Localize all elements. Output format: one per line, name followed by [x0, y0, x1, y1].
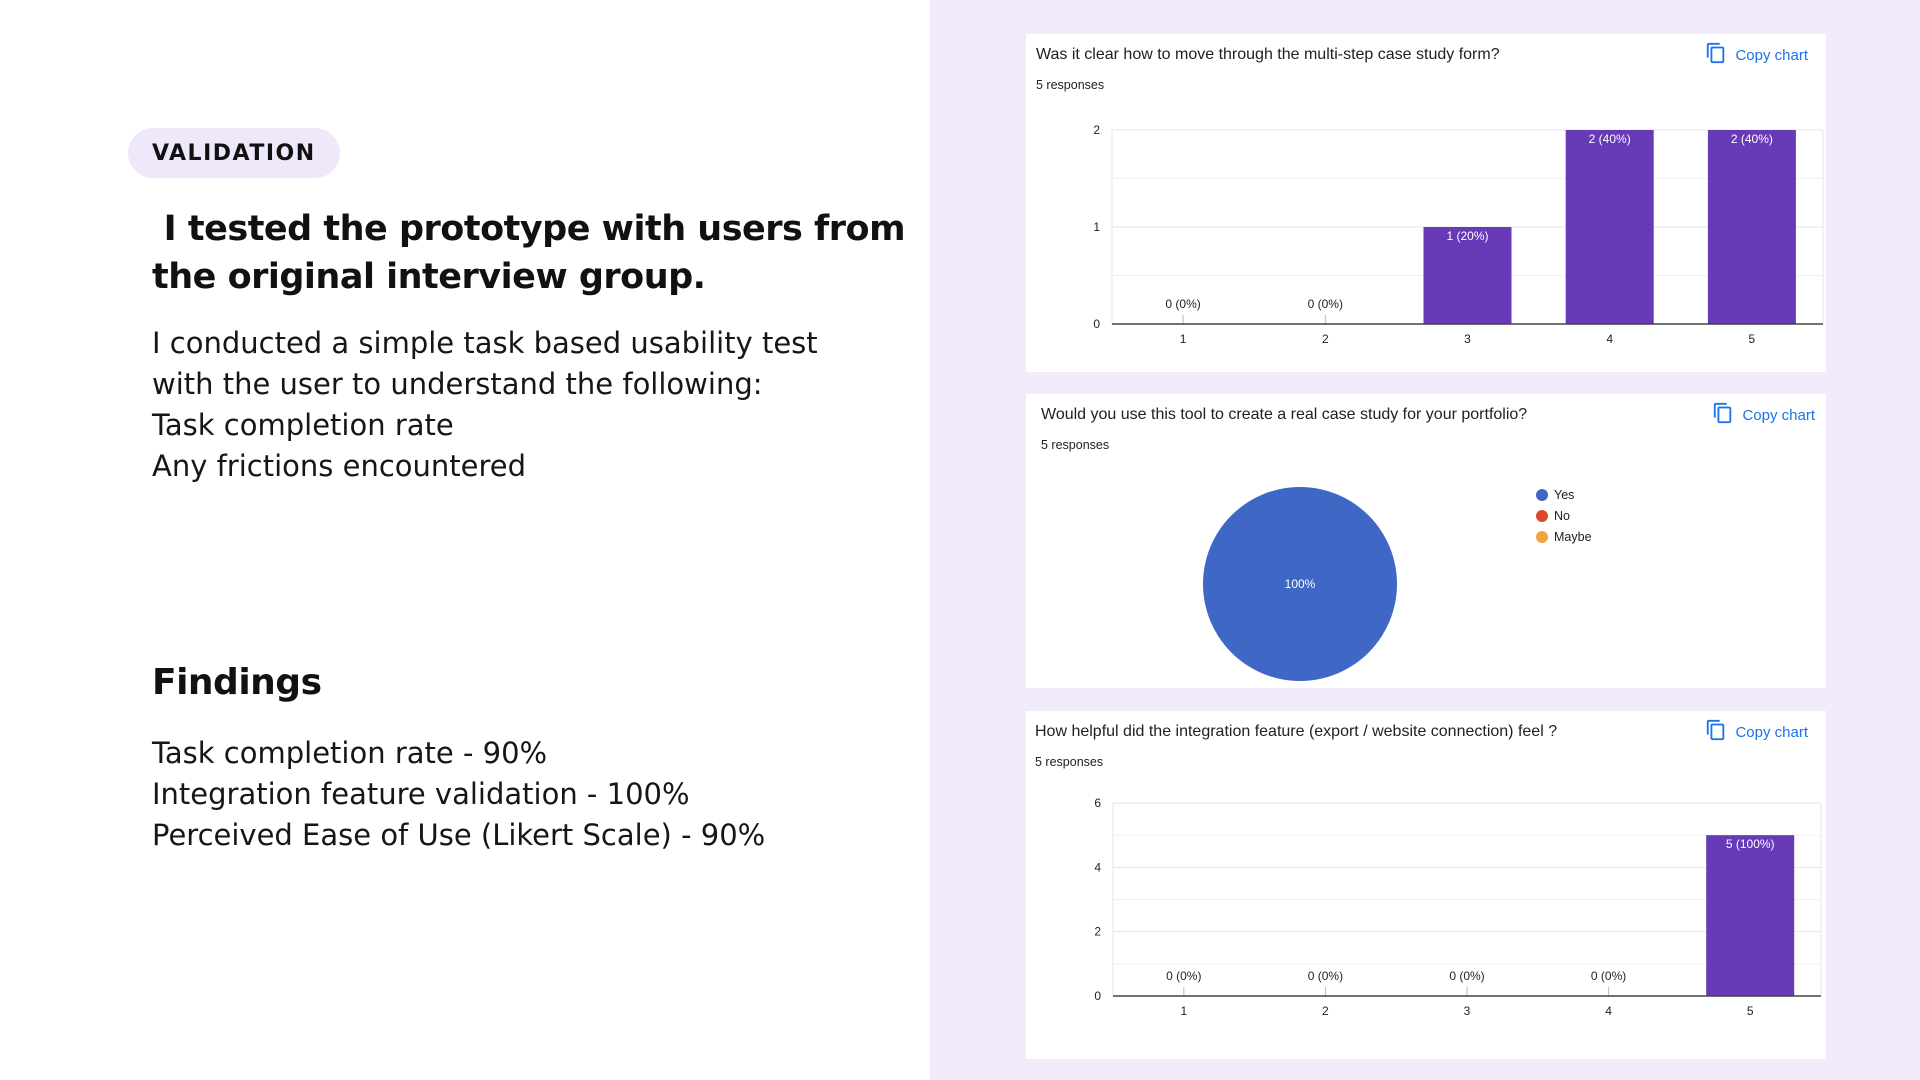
bar-data-label: 0 (0%) [1308, 969, 1343, 983]
copy-chart-button[interactable]: Copy chart [1705, 42, 1808, 68]
copy-icon [1705, 42, 1727, 68]
chart-card-integration: How helpful did the integration feature … [1026, 711, 1826, 1059]
x-tick-label: 2 [1322, 1004, 1329, 1018]
intro-text: I conducted a simple task based usabilit… [152, 323, 852, 487]
pie-legend: Yes No Maybe [1536, 484, 1592, 547]
legend-item-no: No [1536, 505, 1592, 526]
legend-label: No [1554, 508, 1570, 523]
findings-list: Task completion rate - 90% Integration f… [152, 733, 852, 856]
bar-data-label: 2 (40%) [1589, 132, 1631, 146]
bar [1707, 130, 1796, 324]
x-tick-label: 2 [1322, 332, 1329, 346]
bar [1565, 130, 1654, 324]
bar-data-label: 0 (0%) [1449, 969, 1484, 983]
bar-data-label: 0 (0%) [1308, 297, 1343, 311]
y-tick-label: 0 [1094, 989, 1101, 1003]
x-tick-label: 5 [1749, 332, 1756, 346]
x-tick-label: 1 [1180, 1004, 1187, 1018]
intro-line: with the user to understand the followin… [152, 367, 763, 401]
bar-data-label: 2 (40%) [1731, 132, 1773, 146]
y-tick-label: 0 [1093, 317, 1100, 331]
copy-chart-label: Copy chart [1735, 46, 1808, 64]
chart-question: Would you use this tool to create a real… [1041, 406, 1528, 423]
bar-data-label: 0 (0%) [1591, 969, 1626, 983]
x-tick-label: 4 [1606, 332, 1613, 346]
legend-dot [1536, 530, 1548, 543]
response-count: 5 responses [1036, 78, 1105, 92]
x-tick-label: 3 [1464, 332, 1471, 346]
finding-item: Perceived Ease of Use (Likert Scale) - 9… [152, 818, 766, 852]
bar [1423, 227, 1512, 324]
copy-icon [1712, 402, 1734, 428]
intro-line: Any frictions encountered [152, 449, 527, 483]
bar-data-label: 0 (0%) [1165, 297, 1200, 311]
bar-data-label: 5 (100%) [1726, 837, 1775, 851]
y-tick-label: 6 [1094, 796, 1101, 810]
section-badge: VALIDATION [128, 128, 340, 178]
chart-card-portfolio: Would you use this tool to create a real… [1026, 394, 1826, 688]
intro-line: Task completion rate [152, 408, 454, 442]
copy-chart-button[interactable]: Copy chart [1705, 719, 1808, 745]
response-count: 5 responses [1041, 438, 1110, 452]
finding-item: Task completion rate - 90% [152, 736, 548, 770]
y-tick-label: 4 [1094, 860, 1101, 874]
copy-chart-label: Copy chart [1742, 406, 1815, 424]
slide-left-panel: VALIDATION I tested the prototype with u… [0, 0, 930, 1080]
y-tick-label: 1 [1093, 220, 1100, 234]
headline: I tested the prototype with users from t… [152, 205, 906, 301]
finding-item: Integration feature validation - 100% [152, 777, 690, 811]
x-tick-label: 1 [1180, 332, 1187, 346]
copy-chart-button[interactable]: Copy chart [1712, 402, 1815, 428]
legend-label: Yes [1554, 487, 1575, 502]
bar-data-label: 1 (20%) [1446, 229, 1488, 243]
x-tick-label: 5 [1747, 1004, 1754, 1018]
copy-icon [1705, 719, 1727, 745]
legend-item-yes: Yes [1536, 484, 1592, 505]
chart-card-clarity: Was it clear how to move through the mul… [1026, 34, 1826, 372]
bar-chart-integration: 0 2 4 6 0 (0%) 1 0 (0%) 2 0 (0%) 3 0 (0%) 4 5 (100%)… [1094, 796, 1822, 1018]
legend-dot [1536, 488, 1548, 501]
chart-question: Was it clear how to move through the mul… [1036, 46, 1500, 63]
legend-item-maybe: Maybe [1536, 526, 1592, 547]
bar [1706, 835, 1795, 996]
headline-line-2: the original interview group. [152, 257, 706, 297]
y-tick-label: 2 [1094, 925, 1101, 939]
pie-slice [1203, 487, 1397, 681]
findings-title: Findings [152, 662, 322, 703]
chart-question: How helpful did the integration feature … [1035, 723, 1558, 740]
headline-line-1: I tested the prototype with users from [152, 209, 906, 249]
bar-chart-clarity: 0 1 2 0 (0%) 1 0 (0%) 2 1 (20%) 3 2 (40%) 4 2 (40%)… [1093, 123, 1824, 346]
y-tick-label: 2 [1093, 123, 1100, 137]
response-count: 5 responses [1035, 755, 1104, 769]
pie-slice-label: 100% [1285, 577, 1316, 591]
intro-line: I conducted a simple task based usabilit… [152, 326, 818, 360]
copy-chart-label: Copy chart [1735, 723, 1808, 741]
legend-label: Maybe [1554, 529, 1592, 544]
bar-data-label: 0 (0%) [1166, 969, 1201, 983]
x-tick-label: 3 [1464, 1004, 1471, 1018]
x-tick-label: 4 [1605, 1004, 1612, 1018]
slide-right-panel: Was it clear how to move through the mul… [930, 0, 1920, 1080]
pie-chart-portfolio: 100% [1203, 487, 1397, 681]
legend-dot [1536, 509, 1548, 522]
